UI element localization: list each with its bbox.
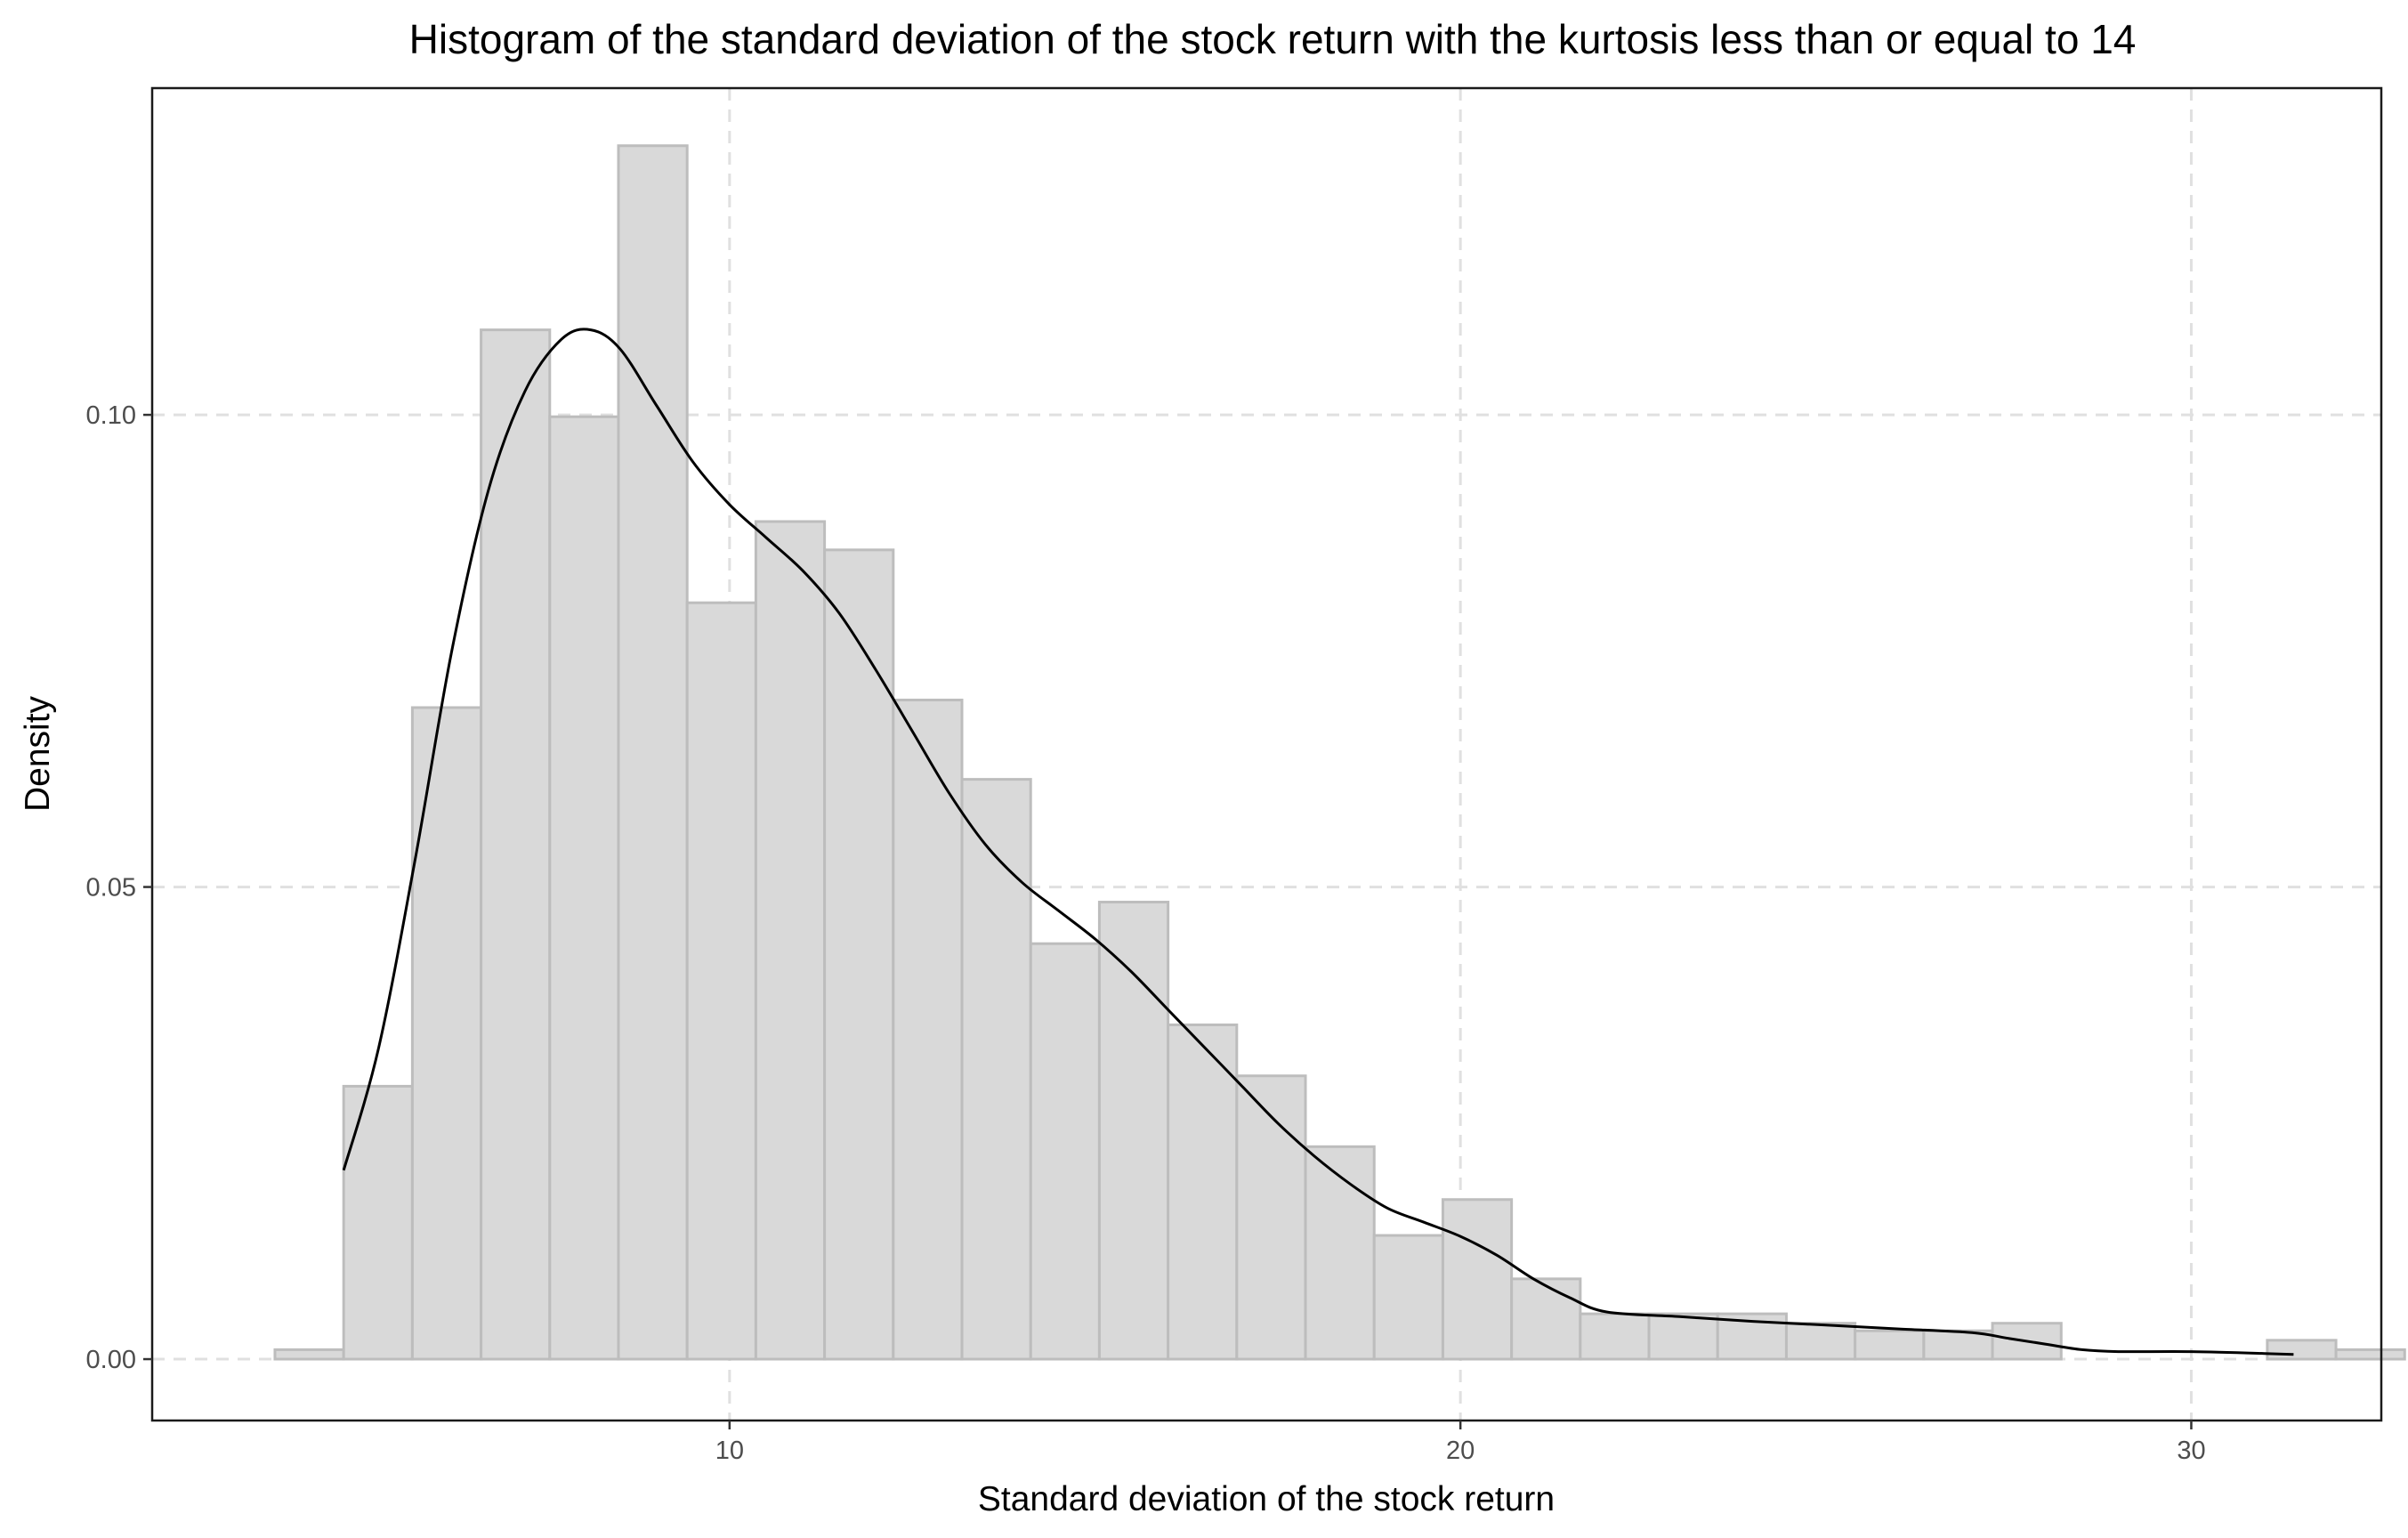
histogram-bar: [1372, 1234, 1444, 1361]
y-tick-label: 0.00: [86, 1346, 136, 1374]
histogram-bar: [1097, 901, 1170, 1361]
y-axis-title: Density: [19, 695, 57, 812]
histogram-bar: [1579, 1312, 1651, 1361]
x-tick-label: 10: [715, 1437, 744, 1465]
x-tick-label: 20: [1446, 1437, 1475, 1465]
histogram-bar: [1441, 1198, 1514, 1361]
histogram-bar: [273, 1348, 345, 1361]
x-axis-ticks: 10 20 30: [715, 1421, 2206, 1465]
density-curve: [342, 328, 2294, 1356]
histogram-bar: [823, 548, 895, 1361]
histogram-bar: [617, 144, 689, 1361]
histogram-bar: [1854, 1329, 1926, 1361]
histogram-bar: [480, 328, 552, 1361]
chart-title: Histogram of the standard deviation of t…: [409, 16, 2137, 62]
histogram-bar: [1510, 1277, 1582, 1361]
histogram-bar: [1647, 1312, 1719, 1361]
histogram-bars: [273, 144, 2406, 1361]
histogram-bar: [685, 601, 757, 1361]
histogram-bar: [1029, 942, 1101, 1361]
histogram-bar: [960, 778, 1032, 1361]
x-tick-label: 30: [2177, 1437, 2205, 1465]
histogram-bar: [1167, 1023, 1239, 1361]
x-axis-title: Standard deviation of the stock return: [978, 1480, 1555, 1518]
histogram-bar: [754, 520, 827, 1361]
histogram-bar: [410, 706, 483, 1361]
histogram-bar: [1784, 1322, 1857, 1361]
histogram-bar: [2334, 1348, 2406, 1361]
histogram-bar: [2266, 1339, 2338, 1361]
histogram-bar: [548, 415, 620, 1361]
plot-panel-border: [150, 86, 2383, 1422]
histogram-bar: [342, 1084, 414, 1361]
y-tick-label: 0.05: [86, 874, 136, 903]
y-axis-ticks: 0.00 0.05 0.10: [86, 401, 152, 1374]
histogram-bar: [1235, 1074, 1307, 1361]
histogram-bar: [1304, 1145, 1376, 1361]
y-tick-label: 0.10: [86, 401, 136, 430]
